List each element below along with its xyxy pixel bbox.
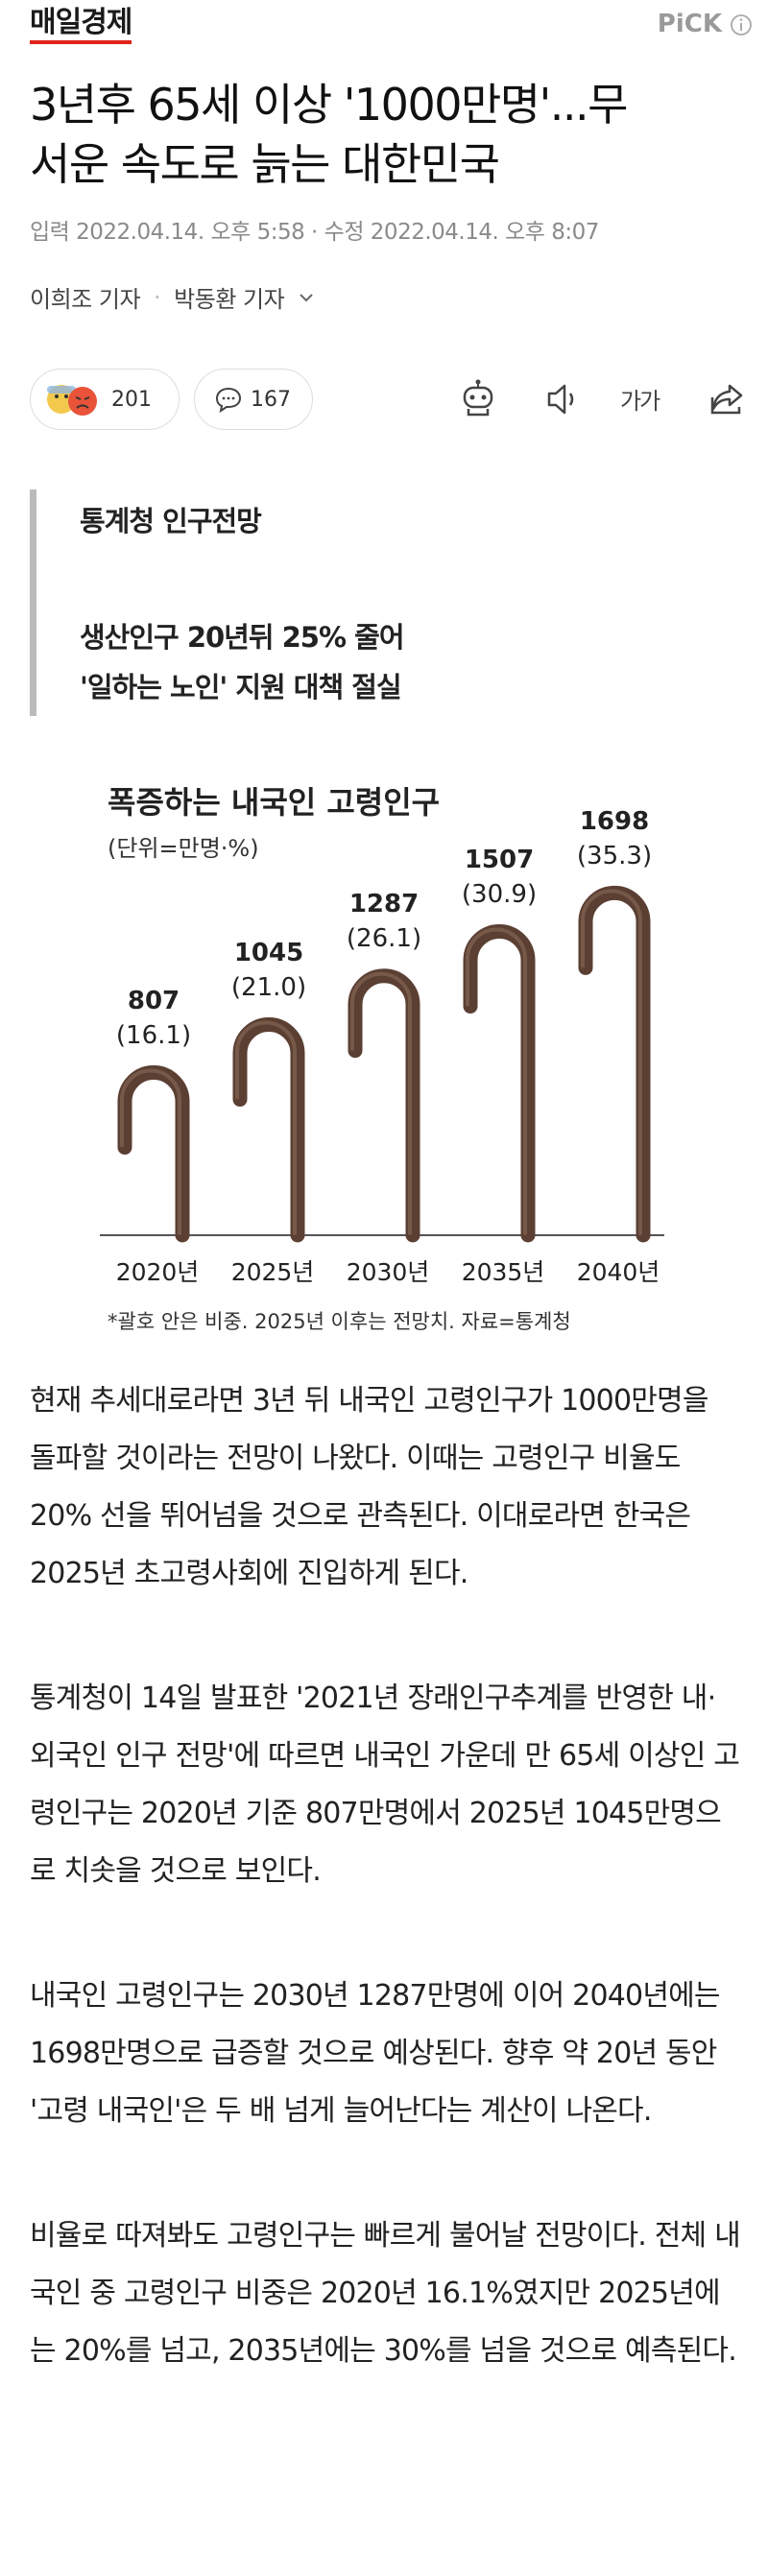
headline-line: 3년후 65세 이상 '1000만명'...무: [30, 79, 628, 131]
dates: 입력 2022.04.14. 오후 5:58 · 수정 2022.04.14. …: [30, 213, 599, 246]
value-label: 1287: [349, 890, 419, 918]
share-label: (35.3): [577, 842, 652, 871]
cane-bar: [348, 968, 420, 1243]
article-body: 현재 추세대로라면 3년 뒤 내국인 고령인구가 1000만명을 돌파할 것이라…: [0, 1372, 741, 2447]
cane-bar: [232, 1017, 305, 1243]
paragraph: 비율로 따져봐도 고령인구는 빠르게 불어날 전망이다. 전체 내국인 중 고령…: [30, 2219, 741, 2368]
separator: ·: [154, 283, 161, 311]
quote-bar: [30, 489, 36, 716]
reaction-count: 201: [111, 387, 152, 412]
logo[interactable]: 매일경제: [30, 6, 132, 44]
value-label: 1045: [234, 939, 303, 967]
cane-highlight: [581, 889, 642, 1235]
chart-subtitle: (단위=만명·%): [108, 835, 259, 862]
cane-bar: [578, 886, 651, 1243]
summary-line: '일하는 노인' 지원 대책 절실: [80, 671, 402, 704]
published: 입력 2022.04.14. 오후 5:58: [30, 220, 305, 245]
paragraph: 통계청이 14일 발표한 '2021년 장래인구추계를 반영한 내·외국인 인구…: [30, 1682, 740, 1888]
x-tick-label: 2025년: [231, 1258, 315, 1286]
chevron: [300, 293, 313, 301]
share-label: (30.9): [462, 880, 537, 909]
x-tick-label: 2020년: [116, 1258, 200, 1286]
reaction-button[interactable]: 201: [30, 369, 180, 430]
x-tick-label: 2040년: [577, 1258, 660, 1286]
comment-button[interactable]: 167: [194, 369, 313, 430]
chart-note: *괄호 안은 비중. 2025년 이후는 전망치. 자료=통계청: [108, 1310, 571, 1333]
cane-bar: [117, 1065, 190, 1243]
chart: 폭증하는 내국인 고령인구 (단위=만명·%) *괄호 안은 비중. 2025년…: [100, 784, 664, 1333]
chart-title: 폭증하는 내국인 고령인구: [108, 784, 440, 821]
x-tick-label: 2035년: [462, 1258, 545, 1286]
comment-count: 167: [251, 387, 291, 412]
share-label: (16.1): [116, 1021, 191, 1050]
cane-highlight: [466, 927, 527, 1235]
x-tick-label: 2030년: [347, 1258, 430, 1286]
paragraph: 현재 추세대로라면 3년 뒤 내국인 고령인구가 1000만명을 돌파할 것이라…: [30, 1384, 708, 1590]
info-icon[interactable]: [730, 13, 753, 36]
headline-line: 서운 속도로 늙는 대한민국: [30, 138, 500, 190]
paragraph: 내국인 고령인구는 2030년 1287만명에 이어 2040년에는 1698만…: [30, 1979, 721, 2128]
modified: 수정 2022.04.14. 오후 8:07: [324, 220, 600, 245]
reporter: 이희조 기자: [30, 286, 141, 313]
speaker-icon[interactable]: [545, 382, 584, 417]
comment-icon: [215, 387, 242, 413]
headline: 3년후 65세 이상 '1000만명'...무 서운 속도로 늙는 대한민국: [30, 75, 740, 194]
share-label: (21.0): [231, 973, 306, 1002]
font-size-button[interactable]: 가가: [620, 388, 660, 415]
pick-badge[interactable]: PiCK: [657, 10, 722, 38]
value-label: 807: [128, 987, 180, 1015]
cane-highlight: [120, 1068, 181, 1235]
separator: ·: [311, 220, 324, 245]
value-label: 1698: [580, 807, 649, 836]
cane-highlight: [235, 1020, 297, 1235]
cane-bar: [463, 924, 536, 1243]
robot-icon[interactable]: [459, 378, 497, 418]
summary-heading: 통계청 인구전망: [80, 505, 262, 537]
emoji: [47, 385, 97, 416]
cane-highlight: [350, 971, 412, 1235]
reporters[interactable]: 이희조 기자 · 박동환 기자: [30, 280, 315, 314]
summary-line: 생산인구 20년뒤 25% 줄어: [80, 621, 404, 654]
share-label: (26.1): [347, 924, 421, 953]
value-label: 1507: [465, 846, 534, 874]
share-icon[interactable]: [708, 380, 747, 417]
reporter: 박동환 기자: [174, 286, 285, 313]
